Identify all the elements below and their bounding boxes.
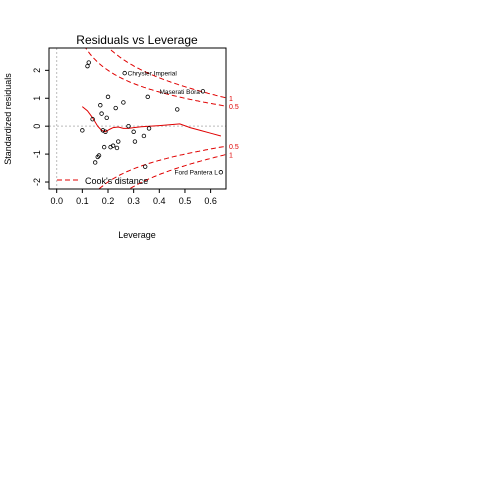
point-label-1: Maserati Bora	[159, 89, 200, 96]
data-point-2	[86, 60, 91, 65]
x-tick-label-5: 0.5	[179, 196, 192, 206]
x-tick-label-3: 0.3	[127, 196, 140, 206]
data-point-24	[141, 133, 147, 139]
data-point-16	[113, 105, 118, 111]
legend-label: Cook's distance	[85, 176, 148, 186]
data-point-11	[103, 129, 108, 134]
data-point-23	[132, 139, 138, 144]
data-point-1	[85, 63, 90, 69]
y-tick-label-0: -2	[32, 178, 42, 186]
x-tick-label-4: 0.4	[153, 196, 166, 206]
data-point-26	[145, 94, 150, 100]
x-tick-label-1: 0.1	[76, 196, 89, 206]
cooks-distance-curves	[85, 48, 226, 189]
cooks-curve-0	[85, 48, 226, 107]
y-axis: -2 -1 0 1 2	[32, 68, 49, 186]
y-axis-label: Standardized residuals	[3, 73, 13, 165]
y-tick-label-4: 2	[32, 68, 42, 73]
data-point-8	[99, 111, 104, 116]
data-point-18	[116, 139, 121, 144]
point-label-0: Chrysler Imperial	[128, 71, 178, 78]
point-labels: Chrysler Imperial Maserati Bora Ford Pante…	[128, 71, 219, 177]
legend: Cook's distance	[57, 176, 148, 186]
reference-lines	[49, 48, 226, 189]
plot-area: Chrysler Imperial Maserati Bora Ford Pante…	[49, 48, 226, 189]
data-point-22	[131, 129, 136, 134]
point-label-2: Ford Pantera L	[175, 170, 219, 177]
chart-title: Residuals vs Leverage	[76, 33, 198, 47]
data-point-20	[122, 70, 127, 76]
cooks-label-0: 0.5	[229, 104, 239, 111]
cooks-contour-labels: 0.50.511	[229, 96, 239, 160]
data-point-29	[200, 89, 206, 94]
data-point-13	[105, 94, 111, 100]
cooks-curve-3	[128, 154, 226, 189]
data-point-0	[80, 128, 85, 133]
cooks-curve-1	[98, 145, 226, 189]
cooks-label-2: 1	[229, 96, 233, 103]
x-tick-label-2: 0.2	[102, 196, 115, 206]
data-point-12	[104, 115, 109, 121]
data-point-7	[98, 103, 103, 108]
x-tick-label-0: 0.0	[50, 196, 63, 206]
data-point-28	[175, 107, 180, 112]
data-point-4	[92, 160, 98, 165]
data-point-27	[146, 126, 152, 131]
data-point-17	[114, 145, 120, 151]
y-tick-label-2: 0	[32, 124, 42, 129]
x-axis-label: Leverage	[118, 230, 156, 240]
cooks-label-3: 1	[229, 153, 233, 160]
x-tick-label-6: 0.6	[204, 196, 217, 206]
data-points	[80, 60, 224, 175]
data-point-30	[218, 170, 224, 175]
data-point-10	[101, 144, 107, 150]
smooth-line-group	[81, 106, 222, 137]
y-tick-label-1: -1	[32, 150, 42, 158]
smooth-line	[81, 106, 222, 137]
data-point-19	[121, 100, 126, 105]
cooks-curve-2	[108, 48, 226, 99]
data-point-3	[90, 116, 95, 122]
cooks-label-1: 0.5	[229, 144, 239, 151]
y-tick-label-3: 1	[32, 96, 42, 101]
x-axis: 0.0 0.1 0.2 0.3 0.4 0.5 0.6	[50, 188, 217, 206]
data-point-6	[96, 153, 102, 158]
data-point-21	[126, 123, 131, 129]
data-point-15	[110, 143, 116, 148]
data-point-25	[142, 164, 148, 169]
